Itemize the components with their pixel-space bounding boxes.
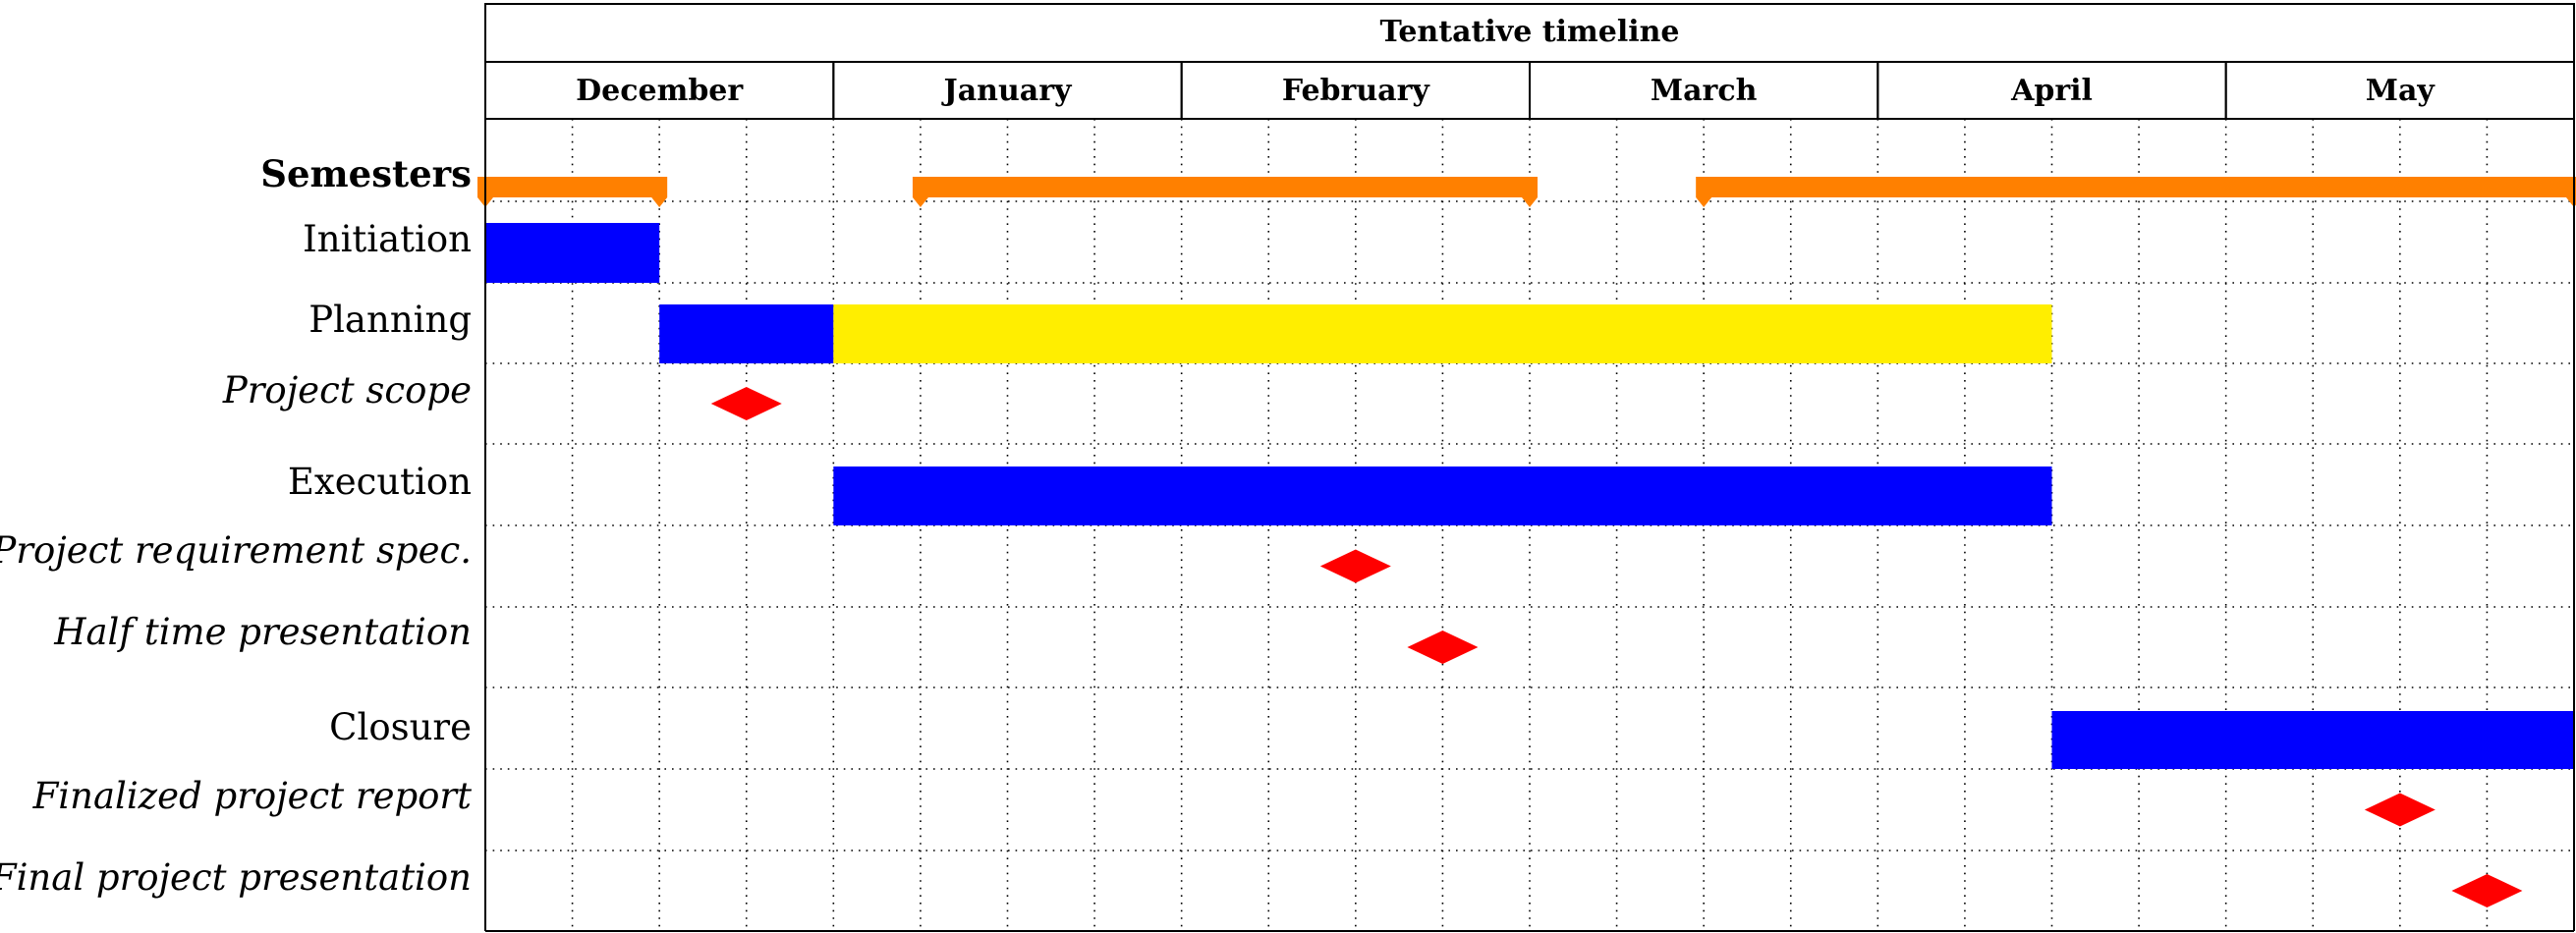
- semester-bracket: [912, 177, 1538, 207]
- milestone-diamond: [1319, 549, 1391, 583]
- semester-bracket: [1696, 177, 2576, 207]
- month-cell: [2224, 61, 2576, 120]
- chart-title: Tentative timeline: [1379, 15, 1679, 49]
- row-label: Planning: [308, 299, 472, 341]
- row-label: Closure: [329, 706, 472, 748]
- row-label: Half time presentation: [53, 611, 472, 653]
- task-bar: [485, 223, 660, 283]
- milestone-diamond: [1407, 631, 1479, 664]
- row-label: Project scope: [222, 369, 472, 412]
- row-label: Semesters: [260, 152, 472, 195]
- month-label: January: [941, 74, 1074, 108]
- task-bar: [833, 466, 2052, 525]
- header-layer: Tentative timeline December January Februa…: [484, 3, 2576, 932]
- semester-bracket: [477, 177, 668, 207]
- row-label: Initiation: [303, 218, 472, 260]
- month-label: December: [576, 74, 744, 108]
- label-layer: Semesters Initiation Planning Project scope…: [0, 152, 472, 899]
- task-bar: [659, 304, 834, 363]
- bar-layer: [477, 177, 2576, 907]
- task-bar: [833, 304, 2052, 363]
- month-label: March: [1651, 74, 1758, 108]
- month-label: May: [2366, 74, 2436, 108]
- milestone-diamond: [2364, 793, 2436, 827]
- row-label: Finalized project report: [32, 775, 472, 817]
- row-label: Execution: [288, 461, 472, 503]
- row-label: Project requirement spec.: [0, 529, 472, 572]
- month-label: February: [1282, 74, 1431, 108]
- task-bar: [2051, 711, 2574, 769]
- month-label: April: [2010, 74, 2093, 108]
- milestone-diamond: [710, 387, 782, 420]
- row-label: Final project presentation: [0, 856, 472, 899]
- milestone-diamond: [2451, 874, 2523, 907]
